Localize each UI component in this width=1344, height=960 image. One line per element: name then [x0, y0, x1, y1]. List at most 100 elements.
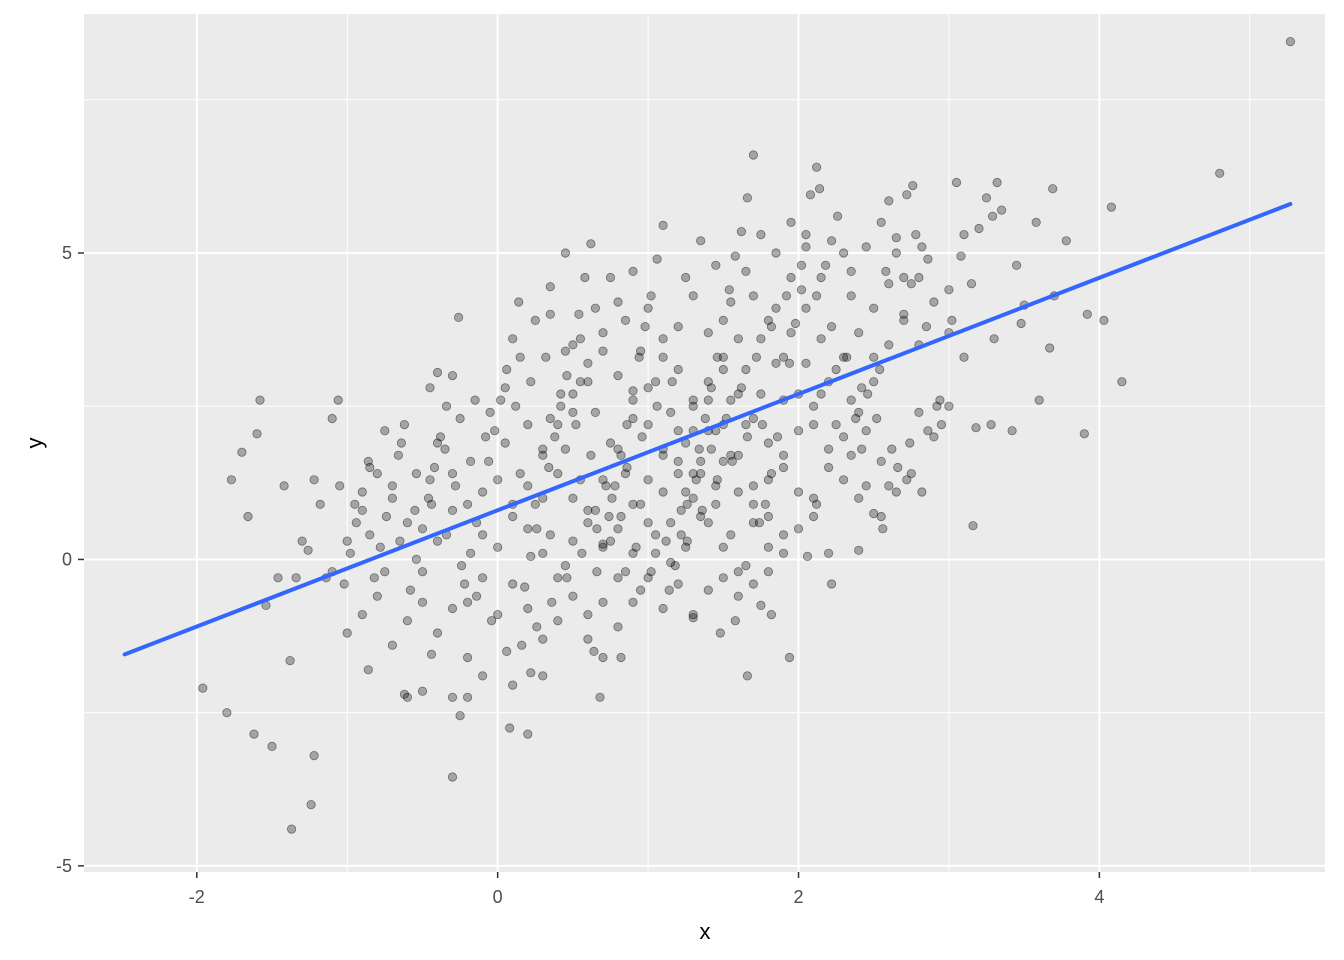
data-point [637, 432, 647, 442]
data-point [673, 579, 683, 589]
data-point [846, 395, 856, 405]
data-point [1045, 343, 1055, 353]
data-point [726, 450, 736, 460]
data-points [198, 36, 1296, 834]
data-point [778, 548, 789, 558]
data-point [664, 585, 674, 595]
data-point [869, 352, 879, 362]
data-point [453, 312, 464, 322]
data-point [538, 634, 548, 644]
data-point [968, 521, 978, 531]
data-point [887, 444, 897, 454]
data-point [571, 419, 581, 430]
data-point [891, 233, 901, 243]
data-point [748, 413, 759, 424]
data-point [736, 227, 747, 237]
data-point [878, 524, 888, 534]
data-point [477, 573, 488, 583]
data-point [286, 824, 297, 834]
data-point [696, 468, 706, 479]
data-point [771, 248, 781, 258]
data-point [805, 190, 816, 200]
data-point [634, 352, 644, 362]
data-point [681, 272, 691, 283]
data-point [598, 542, 608, 552]
data-point [575, 334, 586, 344]
data-point [493, 609, 503, 620]
data-point [635, 585, 646, 595]
data-point [411, 468, 421, 479]
data-point [726, 297, 736, 307]
data-point [778, 530, 789, 540]
data-point [309, 750, 319, 761]
data-point [658, 334, 668, 344]
data-point [1034, 395, 1044, 405]
data-point [628, 266, 638, 276]
data-point [350, 499, 360, 509]
data-point [688, 613, 698, 623]
data-point [1016, 318, 1026, 329]
data-point [959, 230, 969, 240]
data-point [547, 597, 557, 607]
data-point [718, 456, 728, 466]
data-point [643, 303, 653, 313]
data-point [981, 193, 992, 203]
data-point [697, 505, 707, 515]
data-point [635, 346, 646, 356]
data-point [766, 321, 777, 332]
data-point [893, 462, 903, 473]
data-point [616, 511, 626, 522]
data-point [741, 560, 751, 571]
data-point [688, 493, 698, 503]
data-point [387, 481, 397, 491]
data-point [545, 282, 555, 292]
data-point [363, 456, 373, 466]
data-point [560, 346, 571, 356]
data-point [485, 407, 495, 417]
data-point [447, 505, 458, 515]
data-point [598, 597, 608, 607]
data-point [869, 303, 879, 313]
data-point [748, 481, 759, 491]
data-point [851, 413, 861, 424]
data-point [966, 279, 977, 289]
data-point [706, 383, 716, 393]
data-point [730, 616, 740, 626]
data-point [435, 432, 446, 442]
data-point [532, 524, 542, 534]
data-point [372, 591, 382, 601]
data-point [763, 438, 774, 448]
data-point [992, 177, 1002, 188]
data-point [553, 616, 563, 626]
data-point [876, 217, 886, 227]
data-point [545, 530, 555, 540]
data-point [846, 266, 856, 276]
data-point [447, 692, 458, 702]
data-point [613, 573, 623, 583]
data-point [592, 567, 602, 577]
data-point [643, 419, 653, 430]
data-point [628, 597, 638, 607]
data-point [796, 285, 807, 295]
data-point [595, 692, 605, 702]
data-point [417, 524, 428, 534]
data-point [237, 447, 247, 457]
data-point [876, 456, 886, 466]
x-axis: -2 0 2 4 [189, 872, 1104, 907]
data-point [605, 536, 616, 546]
data-point [673, 321, 683, 332]
data-point [905, 438, 915, 448]
data-point [673, 426, 683, 436]
data-point [861, 426, 871, 436]
data-point [583, 609, 593, 620]
data-point [917, 487, 927, 497]
data-point [628, 499, 638, 509]
data-point [1011, 260, 1022, 270]
data-point [646, 291, 656, 301]
data-point [365, 530, 375, 540]
data-point [502, 646, 512, 657]
data-point [297, 536, 307, 546]
data-point [226, 475, 236, 485]
data-point [658, 450, 668, 460]
